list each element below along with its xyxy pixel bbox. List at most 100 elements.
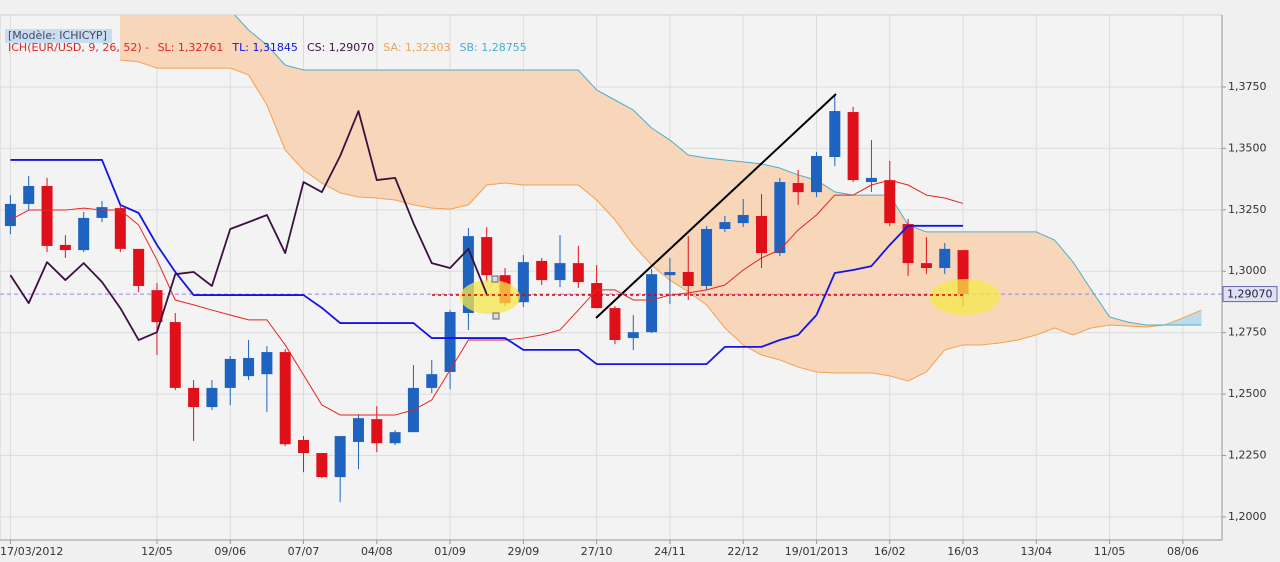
candle-body (261, 352, 273, 375)
current-price-label: 1,29070 (1227, 288, 1273, 301)
cloud-segment (578, 69, 597, 201)
candle-body (389, 432, 401, 444)
x-tick-label: 24/11 (654, 545, 686, 558)
x-tick-label: 19/01/2013 (785, 545, 848, 558)
cloud-segment (633, 109, 652, 266)
x-tick-label: 13/04 (1020, 545, 1052, 558)
candle-body (554, 263, 566, 281)
x-tick-label: 16/03 (947, 545, 979, 558)
y-tick-label: 1,2250 (1228, 448, 1267, 461)
candle-body (646, 274, 658, 333)
cloud-segment (797, 174, 817, 373)
legend-entry: TL: 1,31845 (231, 41, 298, 54)
cloud-segment (211, 15, 231, 69)
cloud-segment (559, 69, 579, 186)
cloud-segment (999, 231, 1019, 344)
trend-line (595, 93, 837, 319)
candle-body (481, 237, 493, 276)
cloud-segment (1036, 231, 1055, 336)
candle-body (78, 217, 90, 251)
series-line (234, 15, 1202, 326)
cloud-segment (468, 69, 487, 206)
y-tick-label: 1,2750 (1228, 326, 1267, 339)
indicator-lines (9, 110, 964, 416)
x-tick-label: 09/06 (214, 545, 246, 558)
candle-body (114, 208, 126, 249)
axes: 1,2000 1,2250 1,2500 1,2750 1,3000 1,3250 1,35… (0, 15, 1267, 558)
candle-body (627, 332, 639, 339)
y-tick-label: 1,2500 (1228, 387, 1267, 400)
candle-body (243, 357, 255, 377)
x-tick-label: 08/06 (1167, 545, 1199, 558)
handle (491, 275, 499, 283)
legend-entry: CS: 1,29070 (307, 41, 374, 54)
model-label: [Modèle: ICHICYP] (8, 29, 107, 42)
candle-body (719, 222, 731, 229)
cloud-segment (852, 194, 872, 374)
series-line (10, 179, 964, 416)
cloud-segment (156, 15, 176, 69)
cloud-segment (504, 69, 524, 186)
current-price-box (1222, 286, 1278, 303)
legend-entry: SL: 1,32761 (158, 41, 224, 54)
candle-body (279, 352, 291, 445)
cloud-segment (486, 69, 506, 186)
candle-body (426, 374, 438, 388)
candle-body (59, 244, 71, 251)
y-tick-label: 1,3750 (1228, 80, 1267, 93)
series-line (120, 59, 1202, 382)
candle-body (756, 215, 768, 254)
candle-body (371, 419, 383, 444)
candle-body (4, 203, 16, 227)
candle-body (536, 260, 548, 281)
y-tick-label: 1,2000 (1228, 510, 1267, 523)
candle-body (920, 263, 932, 269)
x-tick-label: 16/02 (874, 545, 906, 558)
candle-body (884, 180, 896, 224)
candle-body (444, 312, 456, 372)
cloud-segment (596, 89, 616, 221)
candle-body (957, 250, 969, 295)
candle-body (96, 207, 108, 218)
cloud-segment (1017, 231, 1037, 341)
cloud-segment (742, 161, 762, 356)
candle-body (939, 248, 951, 269)
x-tick-label: 07/07 (288, 545, 320, 558)
candle-body (774, 182, 786, 254)
x-tick-label: 22/12 (727, 545, 759, 558)
handle (492, 312, 500, 320)
cloud-segment (449, 69, 469, 210)
cloud-segment (175, 15, 194, 69)
cloud-segment (193, 15, 213, 69)
candle-body (517, 262, 529, 303)
cloud-segment (834, 191, 854, 374)
candle-body (169, 322, 181, 388)
legend: ICH(EUR/USD, 9, 26, 52) - SL: 1,32761 TL:… (8, 41, 527, 54)
candle-body (682, 271, 694, 286)
candle-body (609, 308, 621, 341)
cloud-segment (541, 69, 561, 186)
candle-body (902, 224, 914, 264)
x-tick-label: 04/08 (361, 545, 393, 558)
cloud-segment (669, 139, 689, 293)
candle-body (316, 453, 328, 478)
candle-body (701, 228, 713, 286)
candle-body (829, 111, 841, 157)
candle-body (737, 214, 749, 224)
legend-entry: SA: 1,32303 (383, 41, 450, 54)
candle-body (23, 185, 35, 204)
x-tick-label: 11/05 (1094, 545, 1126, 558)
cloud-segment (816, 179, 836, 374)
cloud-segment (138, 15, 158, 69)
candle-body (41, 185, 53, 246)
candle-body (572, 263, 584, 283)
x-tick-label: 17/03/2012 (0, 545, 63, 558)
x-tick-label: 27/10 (581, 545, 613, 558)
candle-body (664, 271, 676, 276)
cloud-segment (413, 69, 433, 209)
candle-body (847, 112, 859, 181)
cloud-segment (303, 69, 323, 184)
x-tick-label: 12/05 (141, 545, 173, 558)
